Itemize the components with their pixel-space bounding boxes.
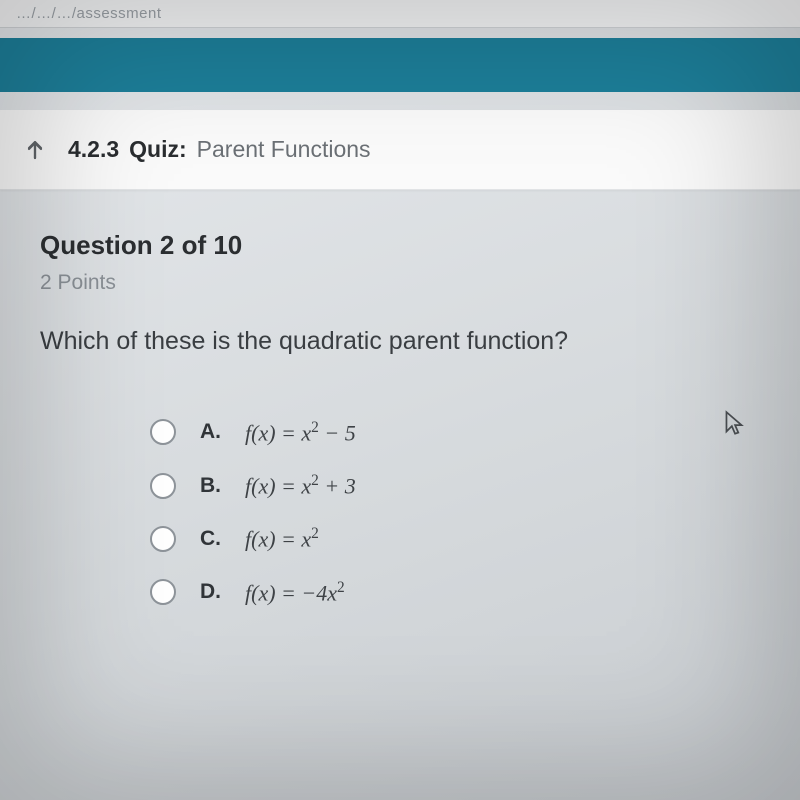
option-formula: f(x) = x2 + 3: [245, 472, 356, 499]
radio-icon[interactable]: [150, 419, 176, 445]
question-points: 2 Points: [40, 271, 760, 295]
option-d[interactable]: D. f(x) = −4x2: [150, 579, 760, 606]
quiz-label: Quiz:: [129, 136, 187, 163]
quiz-title: 4.2.3 Quiz: Parent Functions: [68, 136, 371, 163]
url-fragment: …/…/…/assessment: [16, 5, 162, 22]
section-number: 4.2.3: [68, 136, 119, 163]
question-progress: Question 2 of 10: [40, 230, 760, 261]
option-letter: C.: [200, 527, 221, 551]
option-a[interactable]: A. f(x) = x2 − 5: [150, 419, 760, 446]
radio-icon[interactable]: [150, 526, 176, 552]
radio-icon[interactable]: [150, 473, 176, 499]
question-prompt: Which of these is the quadratic parent f…: [40, 325, 760, 359]
question-panel: Question 2 of 10 2 Points Which of these…: [40, 230, 760, 606]
breadcrumb-bar: 4.2.3 Quiz: Parent Functions: [0, 110, 800, 190]
radio-icon[interactable]: [150, 579, 176, 605]
option-b[interactable]: B. f(x) = x2 + 3: [150, 472, 760, 499]
option-formula: f(x) = −4x2: [245, 579, 345, 606]
browser-url-bar: …/…/…/assessment: [0, 0, 800, 28]
option-c[interactable]: C. f(x) = x2: [150, 525, 760, 552]
back-arrow-icon[interactable]: [22, 137, 48, 163]
option-letter: A.: [200, 420, 221, 444]
option-formula: f(x) = x2 − 5: [245, 419, 356, 446]
mouse-cursor-icon: [723, 410, 745, 438]
answer-options: A. f(x) = x2 − 5 B. f(x) = x2 + 3 C. f(x…: [150, 419, 760, 606]
option-letter: D.: [200, 580, 221, 604]
app-header-band: [0, 38, 800, 92]
option-formula: f(x) = x2: [245, 525, 319, 552]
quiz-name: Parent Functions: [197, 136, 371, 163]
option-letter: B.: [200, 474, 221, 498]
